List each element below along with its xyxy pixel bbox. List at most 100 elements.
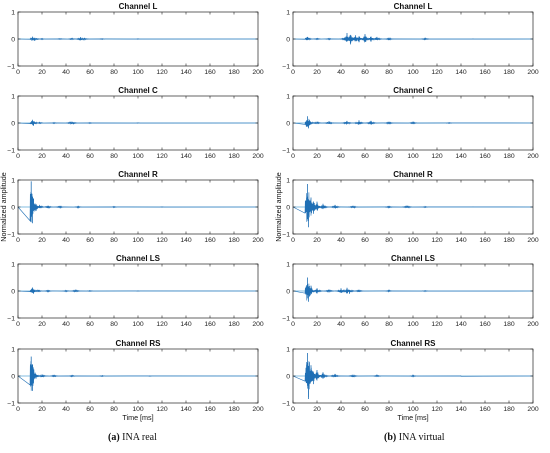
- x-tick-label: 40: [337, 69, 345, 76]
- subplot-a-channel-ls: Channel LS0 20 40 60 80 100 120 140 160 180 20010−…: [7, 254, 264, 328]
- y-tick-label: 0: [286, 373, 290, 380]
- x-tick-label: 100: [132, 406, 144, 413]
- subplot-title: Channel L: [119, 2, 158, 11]
- y-tick-label: 0: [11, 204, 15, 211]
- x-tick-label: 160: [204, 321, 216, 328]
- y-tick-label: 1: [11, 9, 15, 16]
- x-tick-label: 80: [110, 406, 118, 413]
- x-tick-label: 140: [455, 153, 467, 160]
- y-tick-label: 1: [286, 346, 290, 353]
- subplot-title: Channel L: [394, 2, 433, 11]
- x-tick-label: 20: [38, 321, 46, 328]
- x-tick-label: 40: [62, 237, 70, 244]
- x-tick-label: 120: [156, 406, 168, 413]
- subplot-b-channel-ls: Channel LS0 20 40 60 80 100 120 140 160 180 20010−…: [282, 254, 539, 328]
- x-tick-label: 80: [110, 321, 118, 328]
- caption-a: (a) INA real: [108, 432, 157, 443]
- caption-a-tag: (a): [108, 432, 120, 443]
- x-tick-label: 180: [503, 406, 515, 413]
- subplot-title: Channel RS: [391, 339, 437, 348]
- x-tick-label: 40: [62, 69, 70, 76]
- x-tick-label: 120: [431, 153, 443, 160]
- x-tick-label: 60: [86, 237, 94, 244]
- signal-trace: [292, 361, 534, 397]
- subplot-a-channel-rs: Channel RS0 20 40 60 80 100 120 140 160 180 20010−…: [7, 339, 264, 422]
- x-tick-label: 180: [228, 153, 240, 160]
- x-tick-label: 100: [407, 321, 419, 328]
- y-tick-label: −1: [282, 400, 290, 407]
- y-tick-label: 1: [286, 93, 290, 100]
- subplot-title: Channel LS: [116, 254, 161, 263]
- x-tick-label: 180: [228, 406, 240, 413]
- x-tick-label: 120: [156, 69, 168, 76]
- x-tick-label: 100: [407, 153, 419, 160]
- x-tick-label: 20: [313, 237, 321, 244]
- x-tick-label: 200: [252, 153, 264, 160]
- x-tick-label: 180: [503, 153, 515, 160]
- x-tick-label: 40: [62, 153, 70, 160]
- y-tick-label: −1: [282, 315, 290, 322]
- x-tick-label: 200: [527, 406, 539, 413]
- x-tick-label: 160: [204, 406, 216, 413]
- y-tick-label: 0: [286, 204, 290, 211]
- x-tick-label: 120: [431, 69, 443, 76]
- x-tick-label: 200: [527, 153, 539, 160]
- signal-trace: [17, 361, 259, 391]
- x-tick-label: 200: [252, 237, 264, 244]
- subplot-title: Channel R: [118, 170, 158, 179]
- x-tick-label: 180: [503, 321, 515, 328]
- x-tick-label: 180: [228, 237, 240, 244]
- x-tick-label: 60: [86, 406, 94, 413]
- x-tick-label: 160: [204, 237, 216, 244]
- x-tick-label: 180: [503, 69, 515, 76]
- x-tick-label: 40: [62, 321, 70, 328]
- y-tick-label: 1: [286, 9, 290, 16]
- y-tick-label: 0: [286, 120, 290, 127]
- signal-trace: [17, 120, 259, 126]
- x-tick-label: 200: [252, 406, 264, 413]
- x-tick-label: 60: [361, 406, 369, 413]
- y-tick-label: −1: [7, 231, 15, 238]
- x-tick-label: 20: [38, 153, 46, 160]
- x-tick-label: 160: [204, 69, 216, 76]
- y-tick-label: 1: [11, 177, 15, 184]
- x-tick-label: 0: [291, 406, 295, 413]
- x-tick-label: 20: [313, 406, 321, 413]
- y-tick-label: −1: [7, 400, 15, 407]
- signal-trace: [292, 118, 534, 128]
- x-tick-label: 100: [407, 69, 419, 76]
- x-tick-label: 0: [291, 69, 295, 76]
- x-tick-label: 120: [156, 321, 168, 328]
- x-tick-label: 40: [337, 406, 345, 413]
- y-axis-label: Normalized amplitude: [0, 172, 8, 242]
- x-tick-label: 200: [252, 69, 264, 76]
- y-tick-label: 1: [11, 93, 15, 100]
- x-tick-label: 100: [132, 69, 144, 76]
- y-tick-label: 0: [286, 288, 290, 295]
- y-tick-label: 0: [11, 120, 15, 127]
- x-tick-label: 80: [385, 406, 393, 413]
- subplot-title: Channel R: [393, 170, 433, 179]
- x-tick-label: 80: [385, 153, 393, 160]
- x-tick-label: 160: [479, 406, 491, 413]
- x-tick-label: 200: [527, 69, 539, 76]
- x-tick-label: 80: [385, 321, 393, 328]
- y-axis-label: Normalized amplitude: [274, 172, 283, 242]
- signal-trace: [17, 288, 259, 293]
- x-tick-label: 100: [132, 153, 144, 160]
- x-tick-label: 160: [204, 153, 216, 160]
- y-tick-label: 0: [11, 288, 15, 295]
- y-tick-label: −1: [282, 147, 290, 154]
- x-tick-label: 80: [110, 69, 118, 76]
- x-tick-label: 160: [479, 69, 491, 76]
- x-tick-label: 140: [180, 69, 192, 76]
- x-tick-label: 60: [361, 153, 369, 160]
- x-tick-label: 100: [132, 237, 144, 244]
- x-tick-label: 0: [291, 237, 295, 244]
- x-tick-label: 140: [455, 406, 467, 413]
- x-axis-label: Time [ms]: [397, 413, 428, 422]
- y-tick-label: 1: [11, 346, 15, 353]
